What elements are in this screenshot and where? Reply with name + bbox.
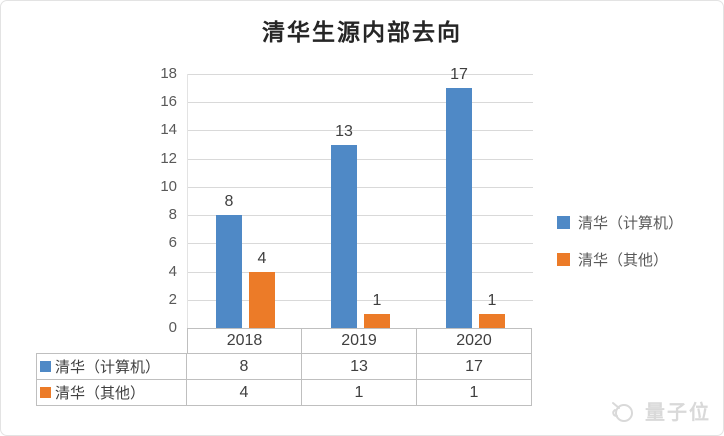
rowlabel-swatch-orange-icon — [40, 387, 51, 398]
watermark: 量子位 — [610, 396, 711, 425]
table-corner-cell — [36, 328, 187, 354]
gridline — [188, 158, 533, 160]
bar-清华（其他）-2019 — [364, 313, 390, 328]
bar-value-label: 4 — [257, 249, 267, 267]
qbitai-logo-icon — [612, 401, 633, 422]
gridline — [188, 102, 533, 104]
y-tick-label: 14 — [160, 121, 177, 139]
rowlabel-swatch-blue-icon — [40, 361, 51, 372]
y-tick-label: 8 — [168, 206, 177, 224]
gridline — [188, 243, 533, 245]
y-tick-label: 6 — [168, 234, 177, 252]
legend-swatch-blue-icon — [557, 216, 570, 229]
y-tick-label: 4 — [168, 262, 177, 280]
data-table: 2018 2019 2020 清华（计算机） 8 13 17 清华（其他） 4 … — [36, 328, 532, 406]
y-tick-label: 10 — [160, 177, 177, 195]
legend-swatch-orange-icon — [557, 253, 570, 266]
legend: 清华（计算机） 清华（其他） — [557, 212, 683, 270]
gridline — [188, 271, 533, 273]
table-cell-other-2018: 4 — [187, 380, 302, 406]
bar-value-label: 1 — [487, 291, 497, 309]
legend-item-tsinghua-other: 清华（其他） — [557, 249, 683, 270]
bar-清华（其他）-2018 — [249, 271, 275, 328]
gridline — [188, 74, 533, 75]
bar-value-label: 8 — [224, 193, 234, 211]
watermark-text: 量子位 — [645, 402, 711, 424]
y-tick-label: 12 — [160, 149, 177, 167]
table-cell-cs-2020: 17 — [417, 354, 532, 380]
bar-value-label: 17 — [450, 66, 468, 84]
legend-item-tsinghua-cs: 清华（计算机） — [557, 212, 683, 233]
table-cell-other-2020: 1 — [417, 380, 532, 406]
y-tick-label: 18 — [160, 65, 177, 82]
bar-清华（计算机）-2019 — [331, 144, 357, 328]
bar-value-label: 1 — [372, 291, 382, 309]
rowlabel-text: 清华（其他） — [55, 386, 146, 402]
bar-清华（计算机）-2020 — [446, 88, 472, 328]
gridline — [188, 299, 533, 301]
gridline — [188, 215, 533, 217]
table-rowlabel-tsinghua-other: 清华（其他） — [36, 380, 187, 406]
chart-title: 清华生源内部去向 — [262, 20, 462, 45]
bar-清华（其他）-2020 — [479, 313, 505, 328]
rowlabel-text: 清华（计算机） — [55, 360, 161, 376]
plot-area: 8 13 17 4 1 1 — [187, 66, 533, 328]
y-tick-label: 2 — [168, 290, 177, 308]
y-axis: 0 2 4 6 8 10 12 14 16 18 — [129, 65, 177, 336]
y-tick-label: 0 — [168, 319, 177, 336]
table-cell-cs-2018: 8 — [187, 354, 302, 380]
table-header-2020: 2020 — [417, 328, 532, 354]
legend-label-tsinghua-other: 清华（其他） — [578, 253, 669, 269]
gridline — [188, 130, 533, 132]
y-tick-label: 16 — [160, 93, 177, 111]
gridline — [188, 186, 533, 188]
table-header-2019: 2019 — [302, 328, 417, 354]
table-rowlabel-tsinghua-cs: 清华（计算机） — [36, 354, 187, 380]
legend-label-tsinghua-cs: 清华（计算机） — [578, 216, 684, 232]
table-cell-cs-2019: 13 — [302, 354, 417, 380]
bar-value-label: 13 — [335, 122, 353, 140]
table-cell-other-2019: 1 — [302, 380, 417, 406]
bar-清华（计算机）-2018 — [216, 215, 242, 328]
table-header-2018: 2018 — [187, 328, 302, 354]
